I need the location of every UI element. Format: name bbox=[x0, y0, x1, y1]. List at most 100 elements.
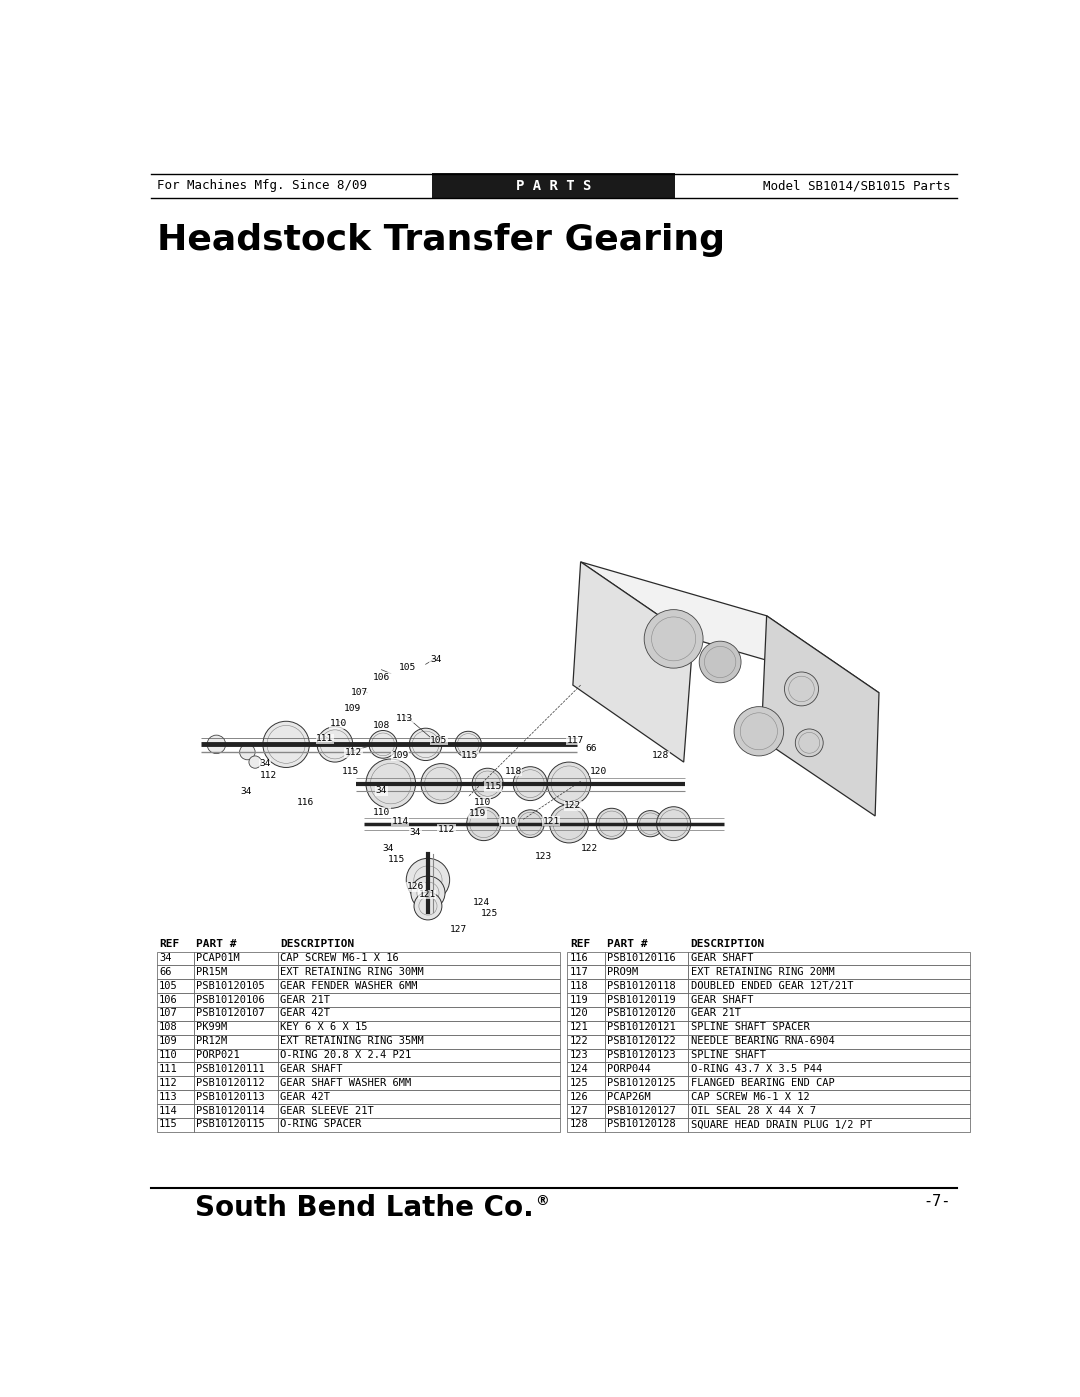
Bar bbox=[278, 1021, 559, 1035]
Text: 110: 110 bbox=[329, 719, 347, 728]
Circle shape bbox=[414, 893, 442, 921]
Text: 127: 127 bbox=[570, 1105, 589, 1115]
Text: PSB10120116: PSB10120116 bbox=[607, 953, 676, 963]
Bar bbox=[567, 1076, 605, 1090]
Text: 128: 128 bbox=[652, 752, 670, 760]
Text: PCAP01M: PCAP01M bbox=[197, 953, 240, 963]
Text: 118: 118 bbox=[504, 767, 522, 775]
Text: 109: 109 bbox=[391, 752, 408, 760]
Text: PSB10120113: PSB10120113 bbox=[197, 1091, 265, 1102]
Bar bbox=[278, 1104, 559, 1118]
Bar bbox=[605, 1062, 688, 1076]
Bar bbox=[194, 1049, 278, 1062]
Text: 119: 119 bbox=[570, 995, 589, 1004]
Circle shape bbox=[410, 876, 445, 909]
Polygon shape bbox=[581, 562, 879, 693]
Text: 109: 109 bbox=[343, 704, 361, 712]
Circle shape bbox=[421, 764, 461, 803]
Circle shape bbox=[366, 759, 416, 809]
Bar bbox=[567, 1049, 605, 1062]
Bar bbox=[688, 993, 971, 1007]
Text: 120: 120 bbox=[590, 767, 607, 775]
Text: Model SB1014/SB1015 Parts: Model SB1014/SB1015 Parts bbox=[762, 179, 950, 193]
Bar bbox=[688, 1118, 971, 1132]
Text: 110: 110 bbox=[473, 798, 490, 806]
Circle shape bbox=[795, 729, 823, 757]
Text: PSB10120111: PSB10120111 bbox=[197, 1065, 265, 1074]
Text: 34: 34 bbox=[159, 953, 172, 963]
Text: 110: 110 bbox=[500, 817, 517, 826]
Text: 126: 126 bbox=[407, 883, 424, 891]
Text: PCAP26M: PCAP26M bbox=[607, 1091, 651, 1102]
Text: EXT RETAINING RING 20MM: EXT RETAINING RING 20MM bbox=[691, 967, 835, 977]
Text: ®: ® bbox=[535, 1194, 549, 1208]
Bar bbox=[567, 1090, 605, 1104]
Bar bbox=[157, 979, 194, 993]
Bar bbox=[567, 1007, 605, 1021]
Bar bbox=[194, 1007, 278, 1021]
Text: REF: REF bbox=[159, 939, 179, 949]
Text: 122: 122 bbox=[570, 1037, 589, 1046]
Text: 113: 113 bbox=[159, 1091, 178, 1102]
Bar bbox=[194, 1118, 278, 1132]
Bar bbox=[605, 1076, 688, 1090]
Text: FLANGED BEARING END CAP: FLANGED BEARING END CAP bbox=[691, 1077, 835, 1088]
Text: PSB10120106: PSB10120106 bbox=[197, 995, 265, 1004]
Text: 108: 108 bbox=[159, 1023, 178, 1032]
Circle shape bbox=[513, 767, 548, 800]
Bar bbox=[157, 1021, 194, 1035]
Bar bbox=[278, 1035, 559, 1049]
Text: 34: 34 bbox=[382, 844, 394, 852]
Bar bbox=[605, 965, 688, 979]
Bar bbox=[278, 979, 559, 993]
Circle shape bbox=[516, 810, 544, 838]
Text: PORP021: PORP021 bbox=[197, 1051, 240, 1060]
Circle shape bbox=[262, 721, 309, 767]
Text: 112: 112 bbox=[437, 824, 455, 834]
Bar bbox=[605, 1021, 688, 1035]
Text: 123: 123 bbox=[570, 1051, 589, 1060]
Bar bbox=[567, 979, 605, 993]
Text: 112: 112 bbox=[345, 749, 362, 757]
Text: EXT RETAINING RING 35MM: EXT RETAINING RING 35MM bbox=[280, 1037, 423, 1046]
Text: PR15M: PR15M bbox=[197, 967, 228, 977]
Text: GEAR SHAFT: GEAR SHAFT bbox=[691, 995, 753, 1004]
Polygon shape bbox=[572, 562, 693, 763]
Text: 34: 34 bbox=[430, 655, 442, 664]
Circle shape bbox=[699, 641, 741, 683]
Bar bbox=[157, 951, 194, 965]
Text: 112: 112 bbox=[159, 1077, 178, 1088]
Text: 120: 120 bbox=[570, 1009, 589, 1018]
Bar bbox=[278, 993, 559, 1007]
Text: PK99M: PK99M bbox=[197, 1023, 228, 1032]
Text: GEAR 21T: GEAR 21T bbox=[280, 995, 329, 1004]
Text: -7-: -7- bbox=[923, 1194, 950, 1208]
Bar bbox=[157, 993, 194, 1007]
Bar bbox=[278, 1049, 559, 1062]
Text: GEAR SHAFT WASHER 6MM: GEAR SHAFT WASHER 6MM bbox=[280, 1077, 411, 1088]
Text: 116: 116 bbox=[570, 953, 589, 963]
Text: PSB10120128: PSB10120128 bbox=[607, 1119, 676, 1129]
Circle shape bbox=[318, 726, 353, 763]
Bar bbox=[605, 993, 688, 1007]
Circle shape bbox=[369, 731, 397, 759]
Text: SQUARE HEAD DRAIN PLUG 1/2 PT: SQUARE HEAD DRAIN PLUG 1/2 PT bbox=[691, 1119, 872, 1129]
Bar bbox=[194, 1104, 278, 1118]
Bar bbox=[278, 1118, 559, 1132]
Bar bbox=[688, 1076, 971, 1090]
Text: GEAR SLEEVE 21T: GEAR SLEEVE 21T bbox=[280, 1105, 374, 1115]
Circle shape bbox=[644, 609, 703, 668]
Bar bbox=[278, 951, 559, 965]
Circle shape bbox=[548, 763, 591, 805]
Bar bbox=[194, 1090, 278, 1104]
Text: 106: 106 bbox=[159, 995, 178, 1004]
Text: 115: 115 bbox=[388, 855, 405, 865]
Text: 109: 109 bbox=[159, 1037, 178, 1046]
Text: 114: 114 bbox=[391, 817, 408, 826]
Bar bbox=[688, 1104, 971, 1118]
Text: 111: 111 bbox=[159, 1065, 178, 1074]
Text: 34: 34 bbox=[259, 759, 271, 768]
Text: 66: 66 bbox=[159, 967, 172, 977]
Text: O-RING 43.7 X 3.5 P44: O-RING 43.7 X 3.5 P44 bbox=[691, 1065, 822, 1074]
Text: 117: 117 bbox=[570, 967, 589, 977]
